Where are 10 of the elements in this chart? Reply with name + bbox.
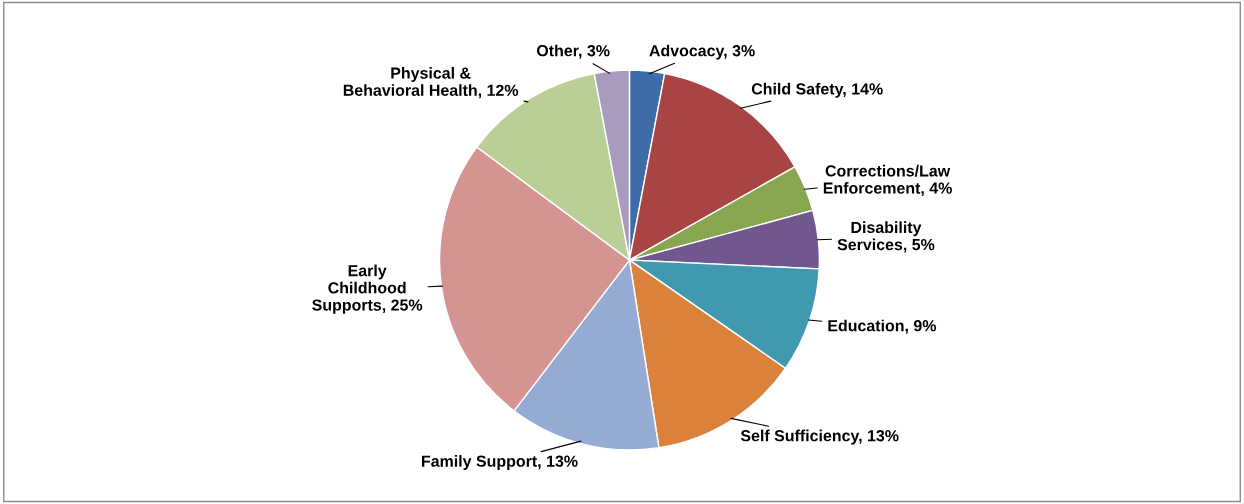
slice-label: Physical & Behavioral Health, 12% bbox=[343, 67, 519, 99]
slice-label: Corrections/Law Enforcement, 4% bbox=[823, 164, 952, 197]
slice-label: Other, 3% bbox=[536, 44, 610, 59]
slice-label: Early Childhood Supports, 25% bbox=[312, 264, 423, 314]
slice-label: Disability Services, 5% bbox=[837, 221, 935, 253]
slice-label: Child Safety, 14% bbox=[751, 82, 883, 98]
slice-label: Education, 9% bbox=[828, 319, 937, 334]
slice-label: Advocacy, 3% bbox=[649, 44, 755, 60]
slice-label: Self Sufficiency, 13% bbox=[740, 429, 899, 445]
slice-label: Family Support, 13% bbox=[422, 455, 578, 470]
